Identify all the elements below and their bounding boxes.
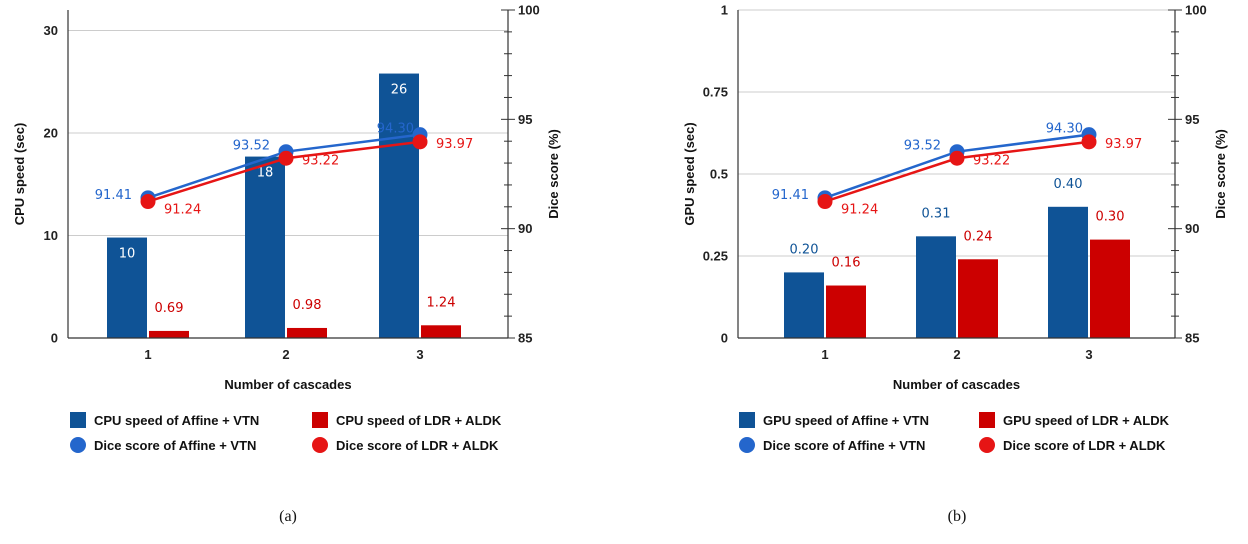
- legend-swatch-dot: [312, 437, 328, 453]
- y-tick-label: 1: [721, 3, 728, 18]
- legend-swatch-dot: [70, 437, 86, 453]
- legend-label: CPU speed of Affine + VTN: [94, 413, 259, 428]
- bar: [149, 330, 189, 338]
- figure-caption: (b): [948, 508, 967, 525]
- dice-point: [817, 194, 833, 210]
- dice-value-label: 91.41: [95, 188, 132, 203]
- x-tick-label: 3: [1085, 347, 1092, 362]
- bar: [1090, 239, 1130, 338]
- dice-value-label: 93.52: [904, 139, 941, 154]
- legend-label: Dice score of Affine + VTN: [763, 438, 925, 453]
- bar-value-label: 0.20: [790, 242, 819, 257]
- legend-label: Dice score of Affine + VTN: [94, 438, 256, 453]
- chart-panel-2: 0 0.25 0.5 0.75 1 GPU speed (sec) 85 90 95 100 Dic…: [682, 3, 1228, 526]
- bar: [1048, 206, 1088, 338]
- bar: [287, 327, 327, 338]
- bar: [421, 325, 461, 338]
- dice-value-label: 93.52: [233, 139, 270, 154]
- bar-value-label: 0.69: [155, 301, 184, 316]
- legend-label: GPU speed of LDR + ALDK: [1003, 413, 1170, 428]
- bar-value-label: 0.40: [1054, 177, 1083, 192]
- y2-axis-title: Dice score (%): [1213, 129, 1228, 219]
- bar-value-label: 10: [119, 247, 136, 262]
- dice-value-label: 93.97: [1105, 137, 1142, 152]
- dice-value-label: 93.22: [302, 153, 339, 168]
- legend-swatch-bar: [312, 412, 328, 428]
- y-tick-label: 0.5: [710, 167, 728, 182]
- bar: [784, 272, 824, 338]
- y-tick-label: 0: [51, 331, 58, 346]
- y2-tick-label: 100: [518, 3, 540, 18]
- legend-label: GPU speed of Affine + VTN: [763, 413, 929, 428]
- y-tick-label: 20: [44, 126, 58, 141]
- x-tick-label: 2: [282, 347, 289, 362]
- dice-point: [412, 134, 428, 150]
- legend: GPU speed of Affine + VTN GPU speed of LD…: [739, 412, 1170, 453]
- bar: [379, 73, 419, 339]
- x-tick-label: 2: [953, 347, 960, 362]
- y-tick-label: 10: [44, 228, 58, 243]
- bar-value-label: 26: [391, 83, 408, 98]
- y-axis-title: GPU speed (sec): [682, 122, 697, 225]
- y2-tick-label: 100: [1185, 3, 1207, 18]
- chart-panel-1: 0 10 20 30 CPU speed (sec) 85 90 95 100 Dice scor…: [12, 3, 561, 526]
- x-axis-title: Number of cascades: [224, 377, 351, 392]
- bar-value-label: 0.16: [832, 256, 861, 271]
- y2-tick-label: 90: [518, 221, 532, 236]
- bar: [245, 156, 285, 338]
- legend-label: CPU speed of LDR + ALDK: [336, 413, 502, 428]
- y2-tick-label: 95: [1185, 112, 1199, 127]
- bar-value-label: 0.31: [922, 206, 951, 221]
- y2-tick-label: 85: [518, 331, 532, 346]
- legend-swatch-bar: [739, 412, 755, 428]
- y-tick-label: 0.75: [703, 85, 728, 100]
- y-tick-label: 0: [721, 331, 728, 346]
- bar-value-label: 0.24: [964, 229, 993, 244]
- figure-caption: (a): [279, 508, 297, 525]
- bar: [107, 237, 147, 338]
- y2-tick-label: 90: [1185, 221, 1199, 236]
- x-axis-title: Number of cascades: [893, 377, 1020, 392]
- legend-swatch-bar: [70, 412, 86, 428]
- dice-value-label: 91.24: [841, 203, 878, 218]
- bar: [958, 259, 998, 338]
- y-tick-label: 0.25: [703, 249, 728, 264]
- dice-value-label: 94.30: [1046, 122, 1083, 137]
- legend-swatch-dot: [739, 437, 755, 453]
- dice-point: [278, 150, 294, 166]
- dice-point: [949, 150, 965, 166]
- dice-point: [1081, 134, 1097, 150]
- y-tick-label: 30: [44, 23, 58, 38]
- dice-value-label: 91.24: [164, 203, 201, 218]
- legend-label: Dice score of LDR + ALDK: [1003, 438, 1166, 453]
- dice-value-label: 91.41: [772, 188, 809, 203]
- dice-value-label: 94.30: [377, 122, 414, 137]
- bar-value-label: 0.30: [1096, 210, 1125, 225]
- y2-axis-title: Dice score (%): [546, 129, 561, 219]
- bar-value-label: 1.24: [427, 295, 456, 310]
- x-tick-label: 1: [144, 347, 151, 362]
- x-tick-label: 1: [821, 347, 828, 362]
- y-axis-title: CPU speed (sec): [12, 123, 27, 226]
- legend-label: Dice score of LDR + ALDK: [336, 438, 499, 453]
- bar-value-label: 18: [257, 166, 274, 181]
- legend-swatch-bar: [979, 412, 995, 428]
- dice-value-label: 93.22: [973, 153, 1010, 168]
- x-tick-label: 3: [416, 347, 423, 362]
- bar: [916, 236, 956, 338]
- dice-point: [140, 194, 156, 210]
- dice-value-label: 93.97: [436, 137, 473, 152]
- legend-swatch-dot: [979, 437, 995, 453]
- legend: CPU speed of Affine + VTN CPU speed of LD…: [70, 412, 502, 453]
- bar-value-label: 0.98: [293, 298, 322, 313]
- bar: [826, 285, 866, 338]
- y2-tick-label: 85: [1185, 331, 1199, 346]
- y2-tick-label: 95: [518, 112, 532, 127]
